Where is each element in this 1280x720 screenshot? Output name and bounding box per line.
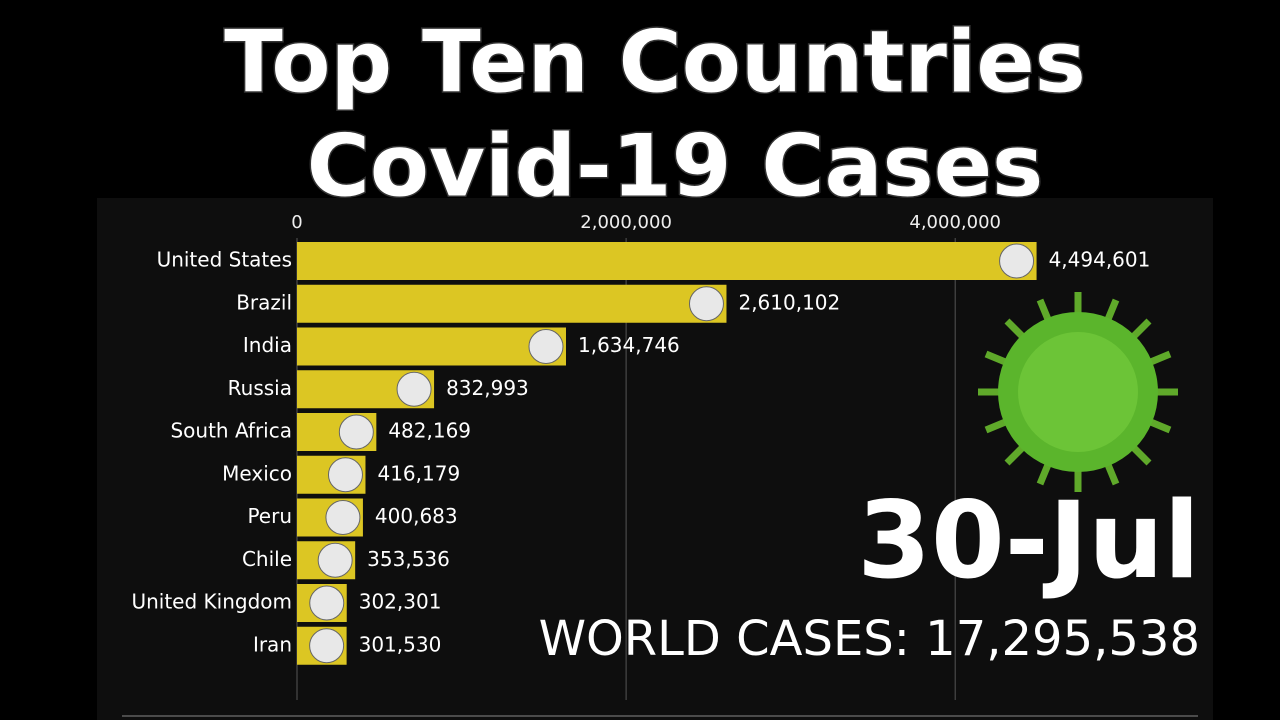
value-label: 301,530 bbox=[359, 632, 442, 656]
y-tick-label: India bbox=[243, 333, 292, 357]
value-label: 416,179 bbox=[377, 461, 460, 485]
flag-icon bbox=[688, 286, 724, 322]
chart-title: Top Ten Countries bbox=[224, 12, 1086, 112]
virus-icon bbox=[978, 292, 1178, 492]
x-tick-label: 0 bbox=[291, 212, 302, 233]
date-label: 30-Jul bbox=[857, 479, 1200, 602]
flag-icon bbox=[309, 628, 345, 664]
value-label: 1,634,746 bbox=[578, 333, 680, 357]
value-label: 302,301 bbox=[359, 590, 442, 614]
value-label: 482,169 bbox=[388, 419, 471, 443]
y-tick-label: Iran bbox=[253, 632, 292, 656]
flag-icon bbox=[528, 329, 564, 364]
value-label: 353,536 bbox=[367, 547, 450, 571]
x-tick-label: 2,000,000 bbox=[580, 212, 672, 233]
flag-icon bbox=[338, 414, 374, 450]
value-label: 2,610,102 bbox=[738, 290, 840, 314]
world-cases: WORLD CASES: 17,295,538 bbox=[539, 611, 1200, 667]
flag-icon bbox=[999, 243, 1035, 279]
bar bbox=[297, 327, 566, 366]
virus-core bbox=[1018, 332, 1138, 452]
y-tick-label: Chile bbox=[242, 547, 292, 571]
y-tick-label: United States bbox=[157, 248, 292, 272]
flag-icon bbox=[396, 371, 432, 407]
flag-icon bbox=[327, 457, 363, 493]
y-tick-label: Mexico bbox=[222, 461, 292, 485]
chart-subtitle: Covid-19 Cases bbox=[307, 116, 1043, 216]
value-label: 832,993 bbox=[446, 376, 529, 400]
flag-icon bbox=[325, 500, 361, 535]
y-tick-label: Peru bbox=[247, 504, 292, 528]
y-tick-label: South Africa bbox=[170, 419, 292, 443]
x-tick-label: 4,000,000 bbox=[909, 212, 1001, 233]
value-label: 4,494,601 bbox=[1049, 248, 1151, 272]
y-tick-label: Russia bbox=[228, 376, 292, 400]
flag-icon bbox=[317, 542, 353, 578]
bar bbox=[297, 242, 1037, 280]
bar bbox=[297, 284, 727, 323]
y-tick-label: Brazil bbox=[236, 290, 292, 314]
value-label: 400,683 bbox=[375, 504, 458, 528]
flag-icon bbox=[309, 585, 345, 621]
y-tick-label: United Kingdom bbox=[131, 590, 292, 614]
